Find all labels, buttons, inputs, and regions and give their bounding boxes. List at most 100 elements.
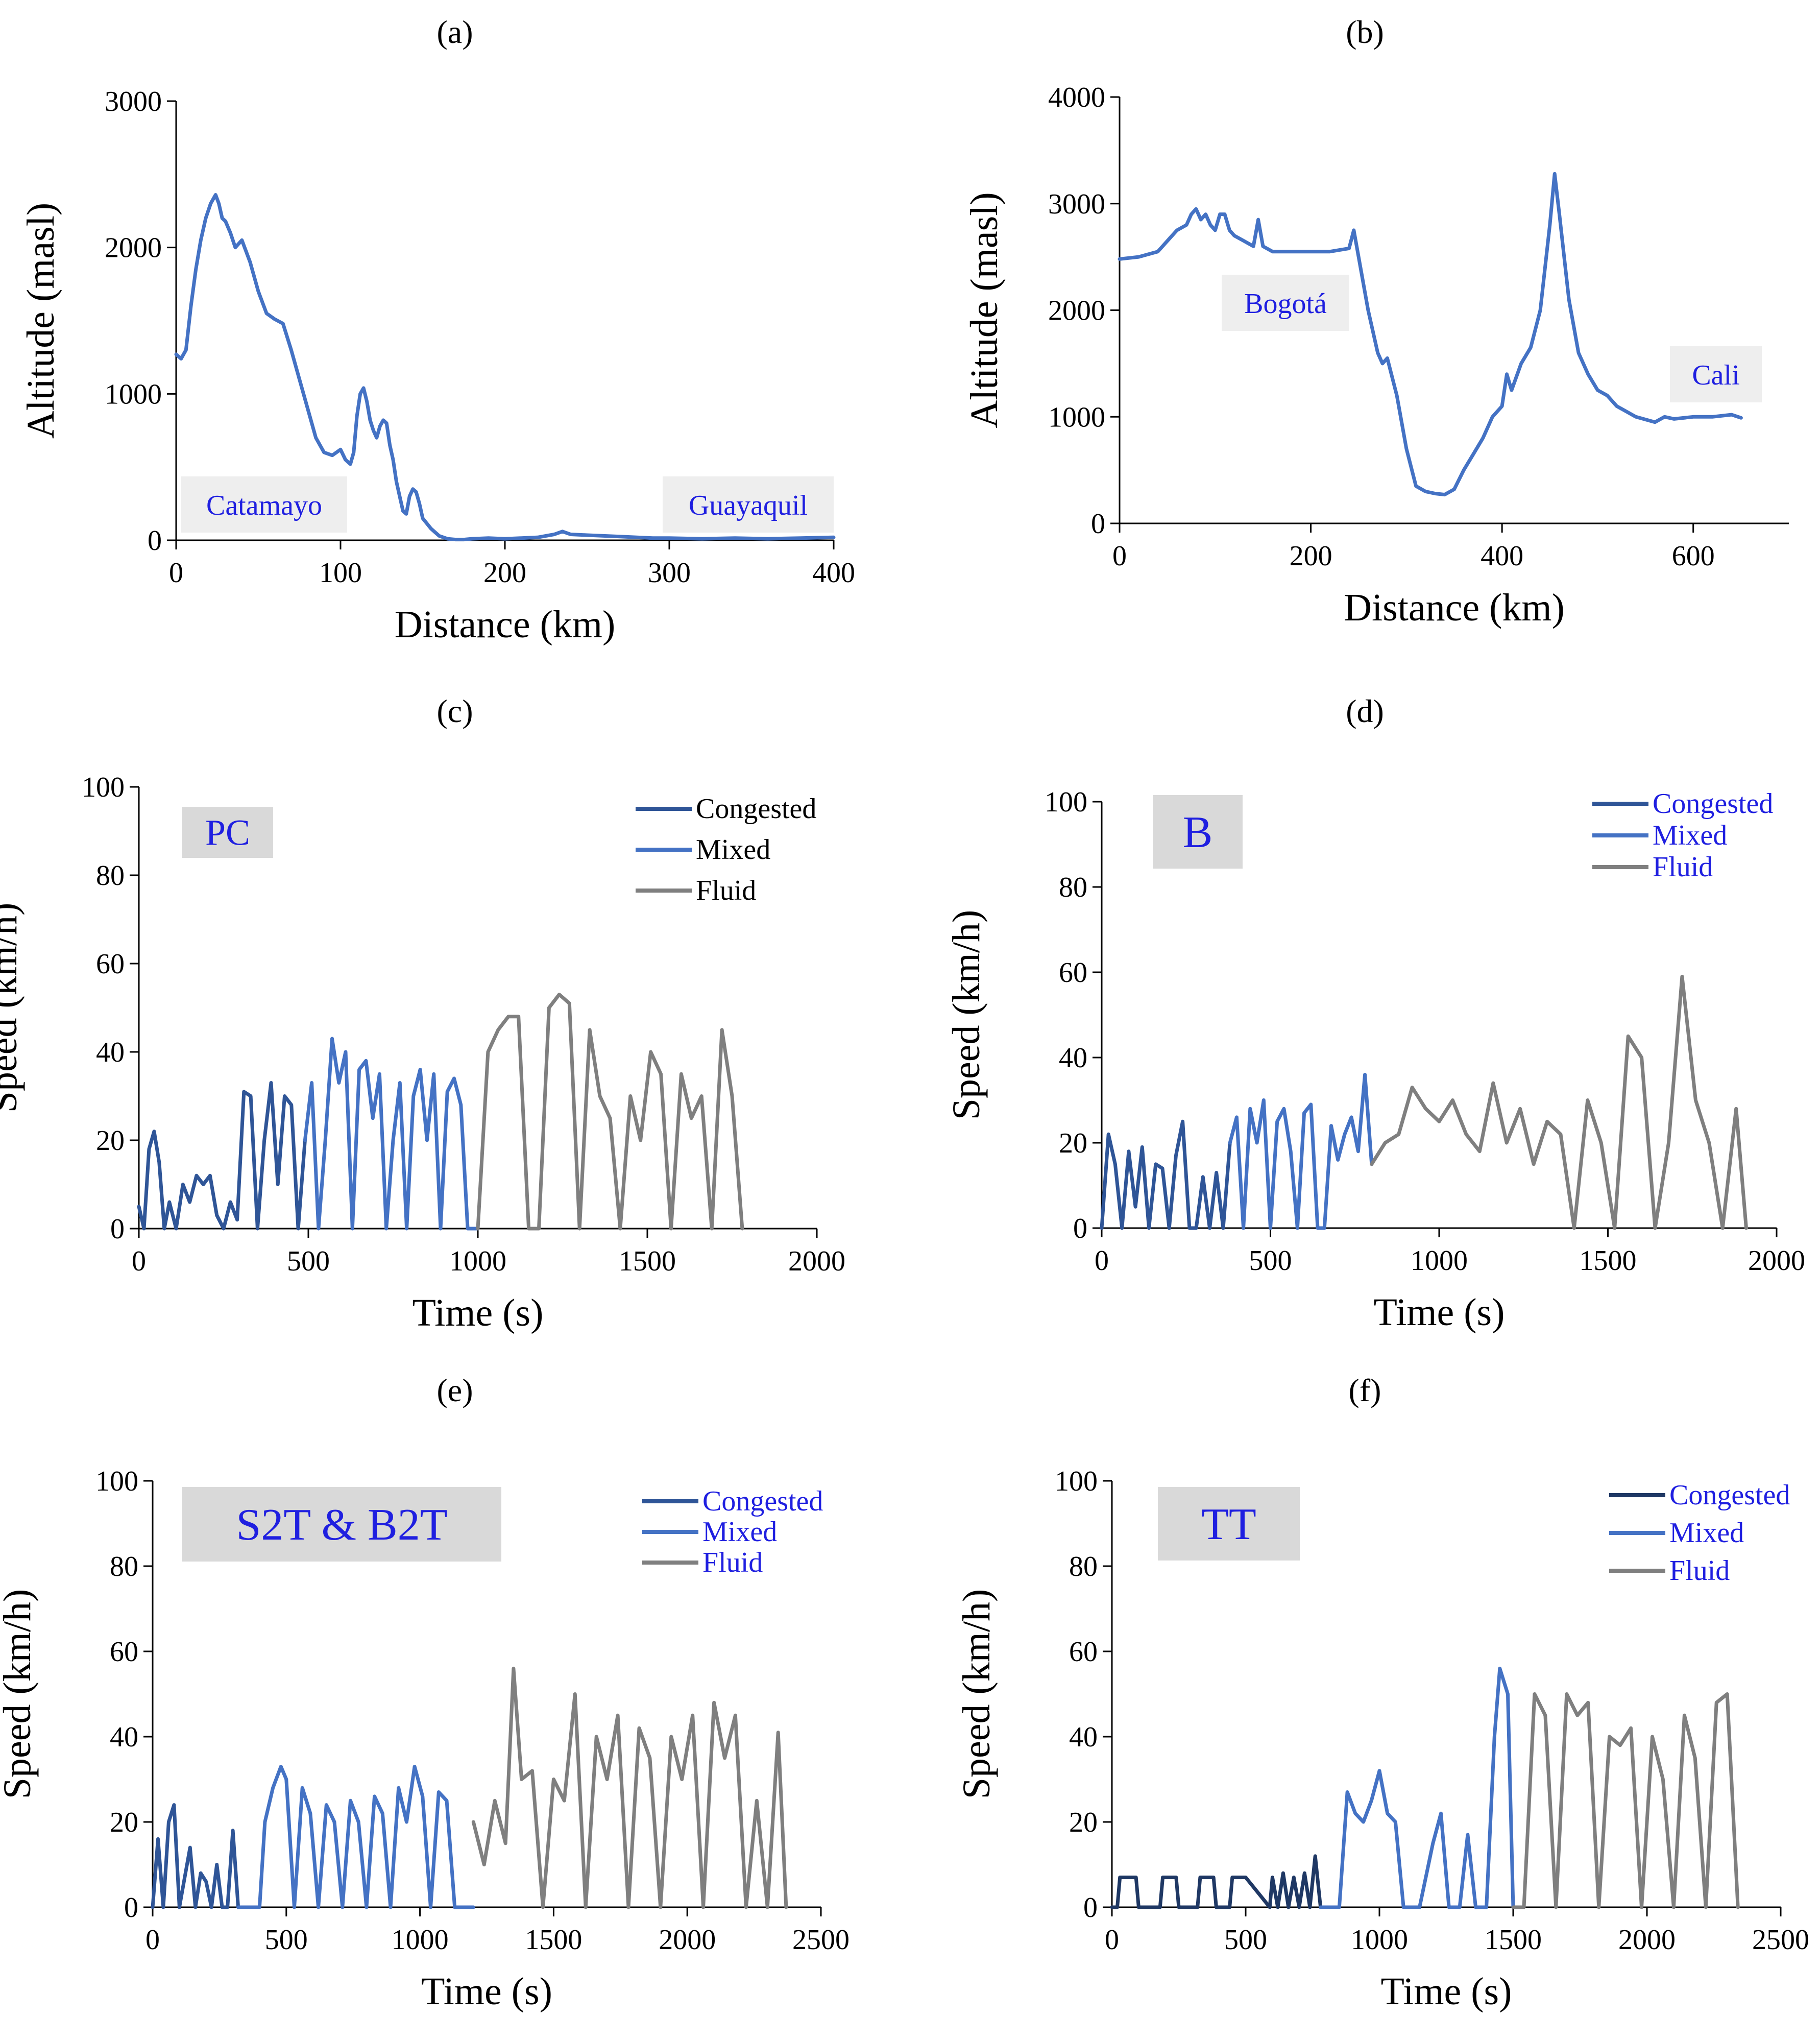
series-line-mixed [303,1037,480,1231]
x-tick-label: 400 [1481,540,1523,572]
legend-label: Fluid [702,1547,763,1578]
legend-label: Congested [696,793,816,825]
y-tick-label: 0 [1083,1892,1098,1924]
x-axis-title: Time (s) [421,1970,552,2013]
series-line-congested [1100,1119,1232,1230]
legend-label: Congested [1653,788,1773,820]
legend-label: Congested [702,1485,823,1517]
y-axis-title: Speed (km/h) [955,1589,998,1799]
x-tick-label: 0 [145,1924,160,1956]
x-tick-label: 400 [812,557,855,589]
y-axis-title: Speed (km/h) [945,910,988,1120]
vehicle-tag-label: TT [1201,1500,1256,1549]
x-tick-label: 0 [169,557,183,589]
y-tick-label: 3000 [1048,188,1105,220]
series-line-mixed [1319,1666,1515,1909]
x-axis-title: Time (s) [1374,1291,1505,1334]
x-tick-label: 600 [1672,540,1715,572]
x-tick-label: 0 [1112,540,1127,572]
y-tick-label: 20 [1059,1127,1087,1159]
y-tick-label: 40 [1069,1721,1098,1753]
panel-label: (a) [436,14,473,50]
legend-label: Fluid [1669,1555,1730,1587]
y-tick-label: 60 [110,1636,138,1668]
x-tick-label: 1000 [449,1245,506,1277]
x-tick-label: 2000 [659,1924,716,1956]
x-tick-label: 2500 [1752,1924,1809,1956]
vehicle-tag-label: S2T & B2T [236,1500,447,1550]
x-tick-label: 1500 [525,1924,582,1956]
y-tick-label: 80 [1059,872,1087,903]
y-tick-label: 100 [95,1466,138,1497]
x-tick-label: 200 [483,557,526,589]
annotation-box [1222,275,1349,331]
panel-label: (b) [1346,14,1384,50]
annotation-label: Guayaquil [689,490,808,521]
chart-b: (b) 0 1000 2000 3000 4000 0 200 400 600 Distance (… [963,14,1789,629]
panel-label: (d) [1346,693,1384,729]
y-axis-title: Speed (km/h) [0,1589,39,1799]
x-tick-label: 100 [319,557,362,589]
x-tick-label: 1000 [1411,1245,1468,1277]
x-tick-label: 1500 [1485,1924,1542,1956]
x-axis-title: Time (s) [412,1291,544,1334]
annotation-label: Bogotá [1244,288,1327,320]
legend-label: Fluid [696,875,756,906]
vehicle-tag-label: PC [205,812,250,853]
x-tick-label: 0 [132,1245,146,1277]
y-tick-label: 100 [1055,1466,1098,1497]
series-line-mixed [236,1765,475,1909]
y-tick-label: 40 [96,1037,125,1068]
x-tick-label: 1500 [619,1245,676,1277]
y-tick-label: 20 [1069,1807,1098,1838]
series-line-bogot-cali [1118,172,1743,497]
x-tick-label: 2000 [1748,1245,1805,1277]
vehicle-tag-box [182,807,273,858]
y-tick-label: 0 [148,525,162,557]
x-tick-label: 1000 [392,1924,449,1956]
y-tick-label: 3000 [105,86,162,117]
legend-label: Congested [1669,1479,1790,1511]
y-tick-label: 100 [82,772,125,803]
legend-label: Mixed [696,834,770,866]
y-tick-label: 4000 [1048,82,1105,113]
panel-a: (a) 0 1000 2000 3000 0 100 200 300 400 Distance (k… [0,0,910,679]
panel-b: (b) 0 1000 2000 3000 4000 0 200 400 600 Distance (… [910,0,1820,679]
chart-a: (a) 0 1000 2000 3000 0 100 200 300 400 Distance (k… [19,14,855,646]
legend-label: Mixed [1653,820,1727,851]
y-tick-label: 60 [1069,1636,1098,1668]
y-tick-label: 80 [96,860,125,892]
vehicle-tag-label: B [1183,808,1213,857]
panel-c: (c) 0 20 40 60 80 100 0 500 1000 1500 2000 Time (s) S… [0,679,910,1358]
panel-label: (f) [1349,1372,1381,1408]
x-tick-label: 300 [648,557,691,589]
y-tick-label: 20 [110,1807,138,1838]
legend-label: Mixed [702,1516,777,1548]
y-tick-label: 2000 [105,232,162,264]
x-tick-label: 500 [1224,1924,1267,1956]
series-line-congested [1110,1854,1323,1909]
annotation-label: Catamayo [206,490,322,521]
y-tick-label: 80 [110,1551,138,1582]
y-tick-label: 60 [96,948,125,980]
y-tick-label: 0 [124,1892,138,1924]
vehicle-tag-box [1153,795,1243,869]
y-tick-label: 20 [96,1125,125,1157]
series-line-congested [137,1081,307,1231]
x-axis-title: Time (s) [1381,1970,1512,2013]
annotation-box [1670,346,1762,402]
vehicle-tag-box [182,1487,501,1562]
y-tick-label: 100 [1045,786,1087,818]
x-tick-label: 0 [1095,1245,1109,1277]
x-tick-label: 2500 [792,1924,850,1956]
series-line-fluid [471,1666,788,1909]
series-line-fluid [1511,1692,1740,1909]
annotation-box [181,476,347,533]
x-axis-title: Distance (km) [1344,586,1565,629]
y-tick-label: 0 [1091,508,1105,540]
annotation-label: Cali [1692,359,1739,391]
x-tick-label: 1500 [1580,1245,1637,1277]
